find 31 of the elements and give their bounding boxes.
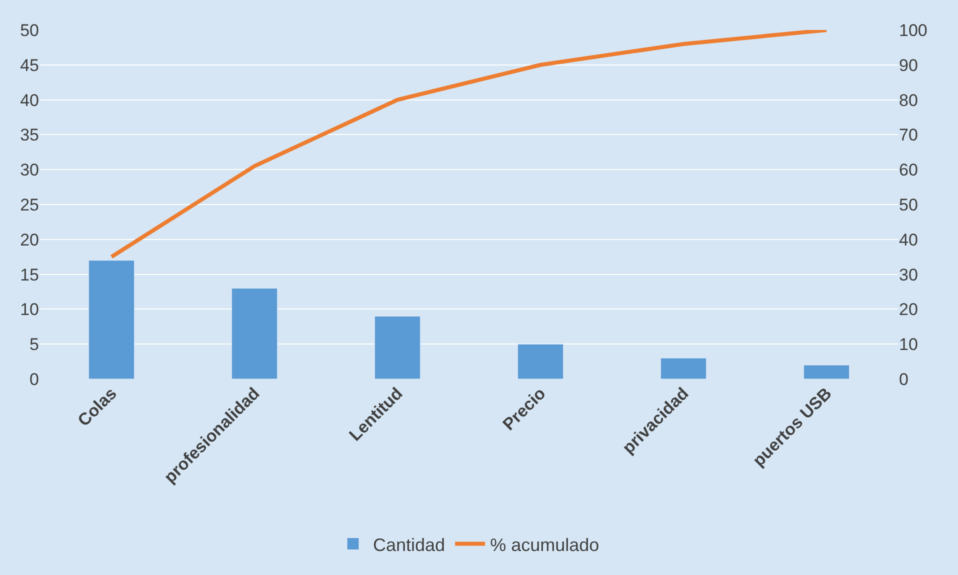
y-tick-label: 45 — [20, 56, 39, 75]
bar — [660, 358, 707, 379]
y2-tick-label: 60 — [899, 160, 918, 180]
y2-tick-label: 40 — [899, 230, 918, 250]
y2-tick-label: 30 — [899, 265, 918, 284]
bar — [517, 344, 564, 379]
bar — [231, 288, 278, 379]
line-series — [110, 30, 828, 259]
y2-tick-label: 50 — [899, 195, 918, 214]
y-tick-label: 25 — [20, 195, 39, 214]
y2-tick-label: 100 — [899, 20, 928, 40]
y-tick-label: 10 — [20, 300, 39, 320]
y-tick-label: 15 — [20, 265, 39, 284]
y2-tick-label: 0 — [899, 370, 908, 389]
y2-tick-label: 90 — [899, 56, 918, 75]
y-tick-label: 35 — [20, 126, 39, 145]
y-tick-label: 5 — [30, 335, 39, 354]
y2-tick-label: 10 — [899, 335, 918, 354]
y-tick-label: 20 — [20, 230, 39, 250]
bar — [803, 364, 850, 379]
legend-label: Cantidad — [373, 534, 446, 555]
bar — [88, 260, 135, 379]
y2-tick-label: 80 — [899, 90, 918, 110]
y-tick-label: 50 — [20, 20, 39, 40]
y-tick-label: 40 — [20, 90, 39, 110]
y2-tick-label: 70 — [899, 126, 918, 145]
legend-label: % acumulado — [490, 534, 600, 555]
bar — [374, 316, 421, 379]
y-tick-label: 0 — [30, 370, 39, 389]
y2-tick-label: 20 — [899, 300, 918, 320]
y-tick-label: 30 — [20, 160, 39, 180]
